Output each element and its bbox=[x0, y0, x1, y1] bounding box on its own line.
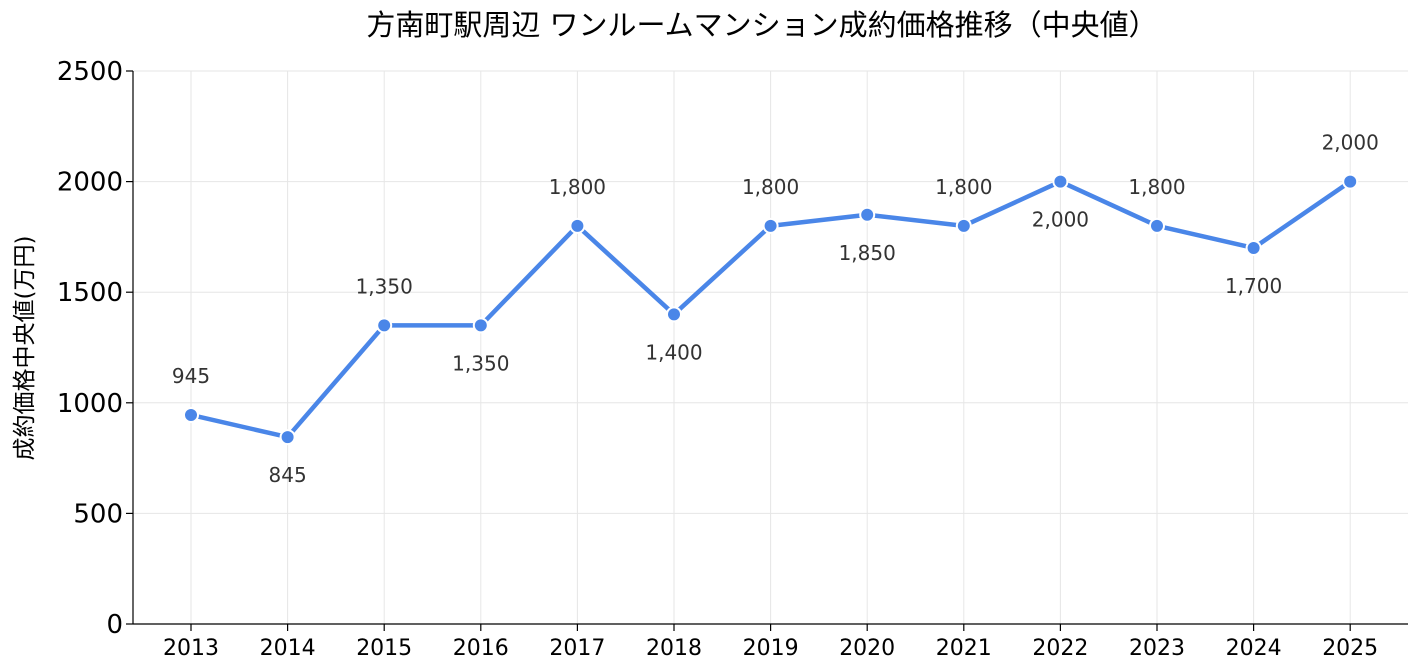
y-tick-label: 2500 bbox=[57, 57, 123, 87]
data-point bbox=[859, 206, 876, 223]
data-label: 845 bbox=[269, 463, 307, 487]
data-label: 1,350 bbox=[452, 351, 509, 375]
data-label: 1,800 bbox=[549, 175, 606, 199]
data-point bbox=[1342, 173, 1359, 190]
data-point bbox=[1052, 173, 1069, 190]
x-tick-label: 2023 bbox=[1129, 636, 1185, 661]
y-tick-label: 1500 bbox=[57, 278, 123, 308]
data-label: 2,000 bbox=[1032, 208, 1089, 232]
x-tick-label: 2018 bbox=[646, 636, 702, 661]
x-tick-label: 2022 bbox=[1032, 636, 1088, 661]
x-tick-label: 2014 bbox=[260, 636, 316, 661]
data-point bbox=[666, 306, 682, 323]
data-point bbox=[569, 217, 586, 234]
data-label: 2,000 bbox=[1322, 131, 1379, 155]
data-point bbox=[762, 217, 779, 234]
series bbox=[183, 173, 1359, 446]
y-axis-label: 成約価格中央値(万円) bbox=[12, 236, 38, 461]
data-point bbox=[955, 217, 972, 234]
data-label: 1,700 bbox=[1225, 274, 1282, 298]
x-tick-label: 2017 bbox=[549, 636, 605, 661]
data-point bbox=[472, 317, 489, 334]
data-label: 1,800 bbox=[1128, 175, 1185, 199]
x-tick-label: 2020 bbox=[839, 636, 895, 661]
x-tick-label: 2025 bbox=[1322, 636, 1378, 661]
data-point bbox=[279, 429, 296, 446]
data-point bbox=[1245, 239, 1262, 256]
y-tick-label: 2000 bbox=[57, 168, 123, 198]
x-tick-label: 2013 bbox=[163, 636, 219, 661]
data-label: 1,850 bbox=[839, 241, 896, 265]
data-point bbox=[376, 317, 393, 334]
data-label: 945 bbox=[172, 364, 210, 388]
y-tick-label: 1000 bbox=[57, 389, 123, 419]
chart-title: 方南町駅周辺 ワンルームマンション成約価格推移（中央値） bbox=[366, 8, 1157, 42]
x-tick-label: 2021 bbox=[936, 636, 992, 661]
x-tick-label: 2019 bbox=[743, 636, 799, 661]
x-tick-label: 2016 bbox=[453, 636, 509, 661]
data-label: 1,800 bbox=[742, 175, 799, 199]
x-tick-label: 2024 bbox=[1226, 636, 1282, 661]
data-label: 1,400 bbox=[645, 340, 702, 364]
data-label: 1,350 bbox=[356, 274, 413, 298]
y-tick-label: 0 bbox=[106, 610, 123, 640]
data-labels: 945 845 1,350 1,350 1,800 1,400 1,800 1,850 1,80… bbox=[172, 131, 1379, 487]
axis-ticks: 0 500 1000 1500 2000 2500 2013 2014 2015 2016 2017… bbox=[57, 57, 1378, 661]
grid-lines bbox=[133, 70, 1408, 624]
data-point bbox=[183, 406, 199, 423]
x-tick-label: 2015 bbox=[356, 636, 412, 661]
data-label: 1,800 bbox=[935, 175, 992, 199]
data-point bbox=[1149, 217, 1165, 234]
y-tick-label: 500 bbox=[73, 499, 123, 529]
